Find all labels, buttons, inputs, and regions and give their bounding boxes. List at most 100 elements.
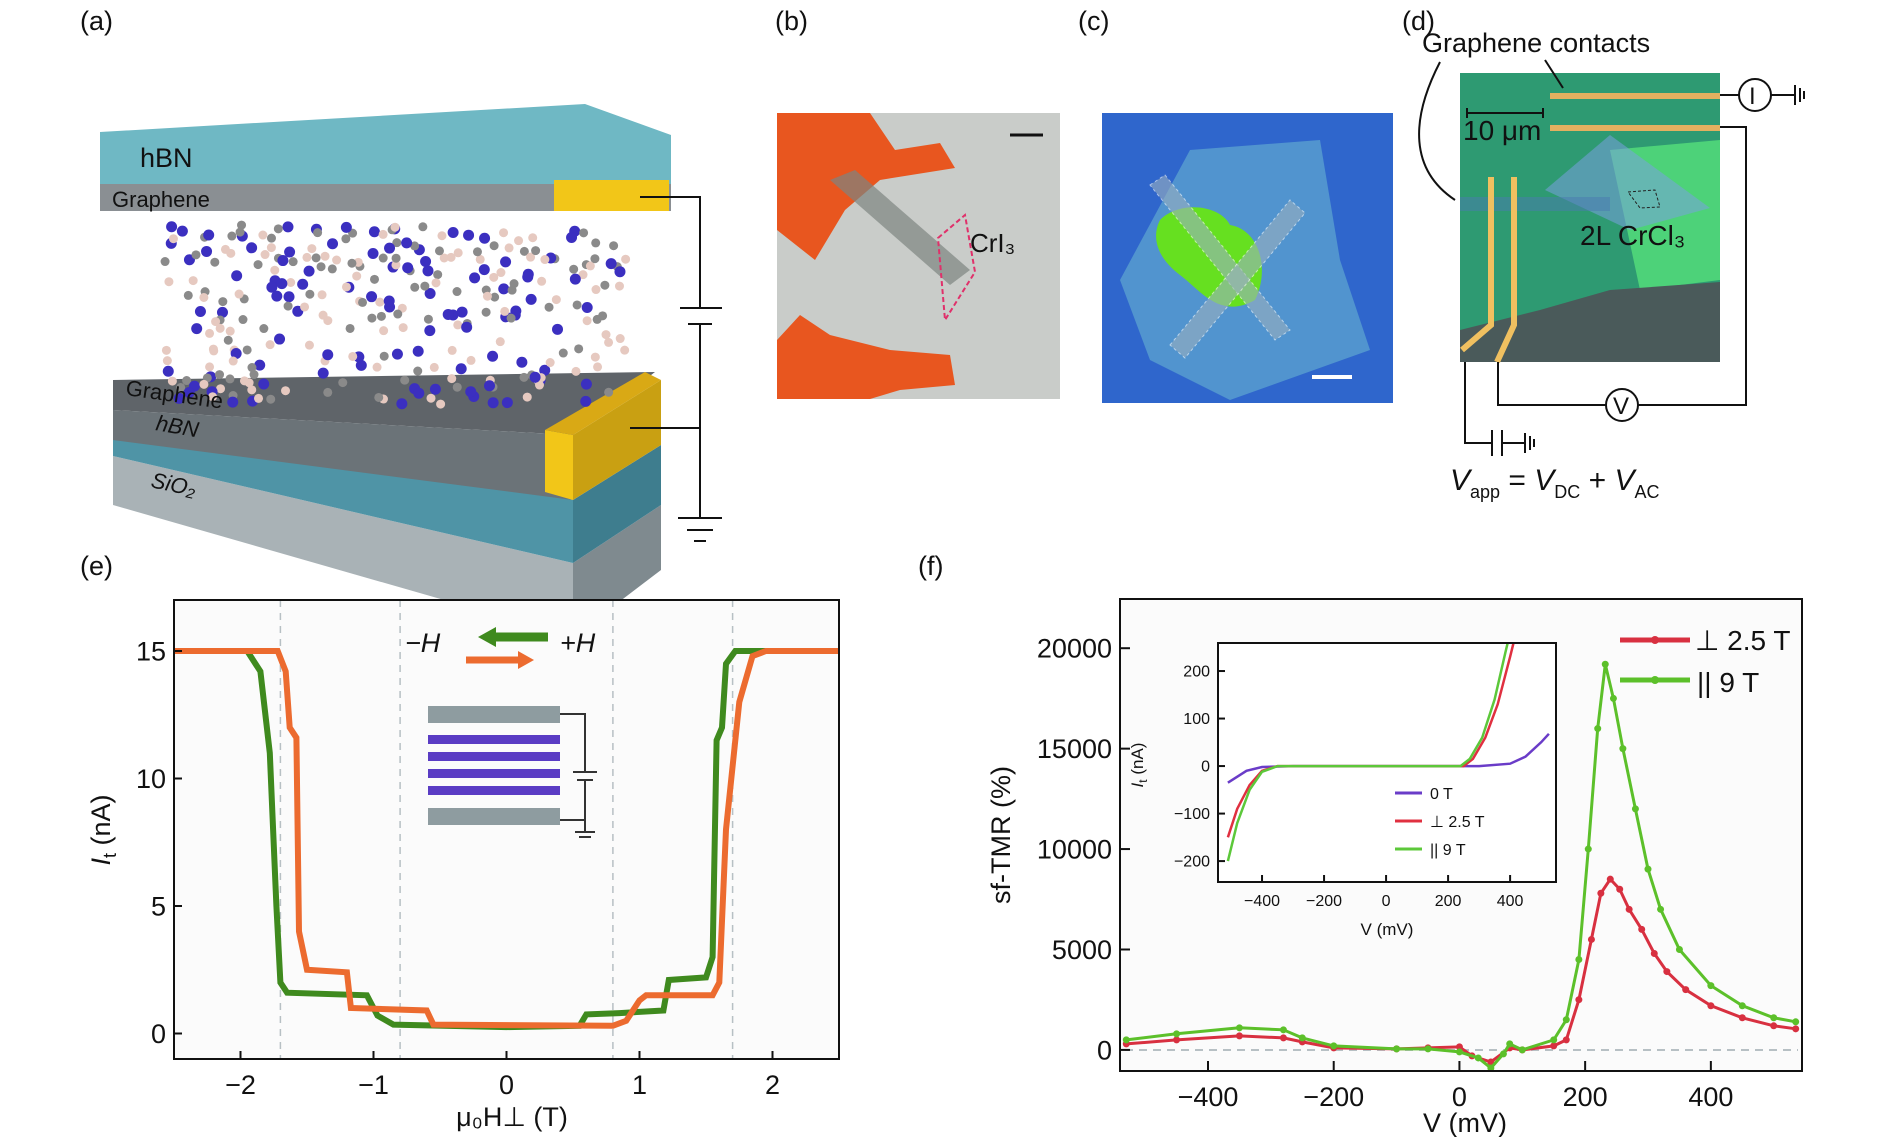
atom <box>580 395 592 407</box>
atom <box>347 258 357 268</box>
atom <box>447 374 457 384</box>
atom <box>284 246 296 258</box>
atom <box>572 300 582 310</box>
atom <box>392 238 402 248</box>
atom <box>345 323 355 333</box>
atom <box>598 311 608 321</box>
data-point <box>1122 1036 1130 1044</box>
x-tick-label: −1 <box>358 1070 389 1100</box>
data-point <box>1518 1046 1526 1054</box>
device-schematic: hBN Graphene Graphene hBN SiO₂ <box>100 104 722 637</box>
data-point <box>1638 925 1646 933</box>
atom <box>355 359 367 371</box>
atom <box>316 262 326 272</box>
atom <box>205 328 215 338</box>
panel-label-b: (b) <box>775 6 808 36</box>
atom <box>341 234 351 244</box>
atom <box>288 257 298 267</box>
series-line-1 <box>174 648 839 1029</box>
atom <box>234 289 244 299</box>
data-point <box>1562 1036 1570 1044</box>
atom <box>282 221 294 233</box>
atom <box>367 313 377 323</box>
atom <box>277 255 289 267</box>
atom <box>327 238 339 250</box>
atom <box>311 253 321 263</box>
atom <box>260 250 270 260</box>
atom <box>604 337 614 347</box>
atom <box>500 306 510 316</box>
x-axis-label: V (mV) <box>1423 1108 1507 1137</box>
data-point <box>1173 1036 1181 1044</box>
atom <box>164 277 174 287</box>
y-tick-label: 5000 <box>1052 935 1112 965</box>
panel-label-a: (a) <box>80 6 113 36</box>
atom <box>566 232 578 244</box>
atom <box>300 302 310 312</box>
y-tick-label: 0 <box>1097 1035 1112 1065</box>
atom <box>424 325 436 337</box>
legend-perp: ⊥ 2.5 T <box>1695 625 1790 656</box>
atom <box>168 234 178 244</box>
atom <box>215 370 225 380</box>
atom <box>249 370 259 380</box>
atom <box>215 323 225 333</box>
inset-x-label: V (mV) <box>1361 920 1414 939</box>
atom <box>466 355 476 365</box>
atom <box>591 238 601 248</box>
atom <box>340 221 352 233</box>
series-line-2 <box>1226 643 1509 862</box>
atom <box>348 351 358 361</box>
atom <box>552 323 564 335</box>
atom <box>176 382 186 392</box>
inset-y-label: It (nA) <box>1128 743 1150 788</box>
atom <box>465 386 477 398</box>
atom <box>614 281 624 291</box>
atom <box>162 365 174 377</box>
atom <box>501 397 513 409</box>
data-point <box>1279 1026 1287 1034</box>
data-point <box>1550 1036 1558 1044</box>
atom <box>379 351 389 361</box>
data-point <box>1792 1025 1800 1033</box>
atom <box>463 229 475 241</box>
atom <box>614 266 626 278</box>
atom <box>220 244 230 254</box>
inset-legend: 0 T ⊥ 2.5 T || 9 T <box>1395 786 1485 859</box>
atom <box>352 271 362 281</box>
atom <box>211 317 221 327</box>
atom <box>322 349 334 361</box>
data-point <box>1584 845 1592 853</box>
atom <box>271 290 283 302</box>
atom <box>591 285 601 295</box>
data-point <box>1770 1014 1778 1022</box>
atom <box>551 295 561 305</box>
atom <box>544 302 554 312</box>
atom <box>247 363 257 373</box>
atom <box>317 367 329 379</box>
data-point <box>1235 1024 1243 1032</box>
atom <box>370 274 380 284</box>
atom <box>199 292 209 302</box>
y-tick-label: 100 <box>1183 711 1210 728</box>
atom <box>469 272 481 284</box>
atom <box>368 226 380 238</box>
atom <box>525 293 537 305</box>
x-tick-label: 400 <box>1688 1082 1733 1112</box>
atom <box>225 374 235 384</box>
sio2-layer <box>113 456 573 637</box>
atom <box>609 241 619 251</box>
atom <box>582 316 592 326</box>
atom <box>558 348 568 358</box>
atom <box>313 228 323 238</box>
atom <box>273 224 283 234</box>
data-point <box>1330 1042 1338 1050</box>
atom <box>201 245 213 257</box>
data-point <box>1792 1018 1800 1026</box>
atom <box>384 242 396 254</box>
y-tick-label: 0 <box>151 1019 166 1049</box>
atom <box>338 378 348 388</box>
atom <box>539 364 551 376</box>
atom <box>396 398 408 410</box>
